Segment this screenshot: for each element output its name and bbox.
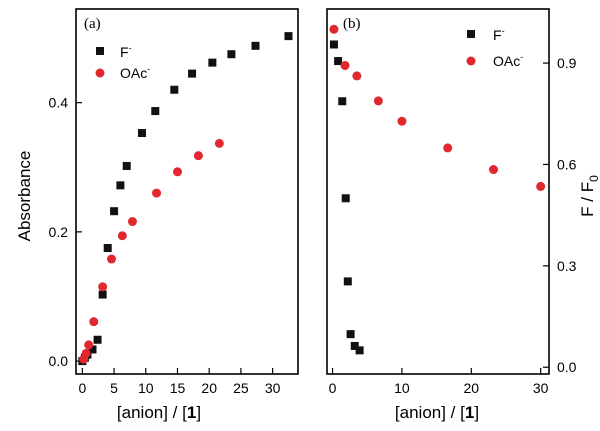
panel-b-legend: F- OAc- bbox=[466, 26, 523, 69]
panel-b-y-tick-label: 0.0 bbox=[557, 359, 577, 375]
panel-a-point-f bbox=[170, 85, 179, 94]
panel-a-point-f bbox=[103, 244, 112, 253]
panel-a-point-f bbox=[137, 129, 146, 138]
panel-a-x-axis-label: [anion] / [1] bbox=[117, 403, 201, 422]
panel-a-x-tick-label: 0 bbox=[78, 380, 86, 396]
panel-a-x-tick-label: 30 bbox=[265, 380, 281, 396]
panel-a-point-oac bbox=[172, 167, 182, 177]
panel-a-x-tick-label: 25 bbox=[233, 380, 249, 396]
panel-a-legend-label-oac: OAc- bbox=[120, 64, 150, 81]
panel-a-point-f bbox=[151, 107, 160, 116]
panel-a: (a) Absorbance [anion] / [1] 0 5 10 15 20 25 3… bbox=[15, 8, 299, 422]
panel-a-legend-marker-f bbox=[96, 47, 104, 55]
panel-b-point-f bbox=[334, 57, 343, 66]
panel-a-point-f bbox=[98, 290, 107, 299]
panel-a-point-f bbox=[93, 335, 102, 344]
panel-a-point-f bbox=[122, 161, 131, 170]
panel-b-x-axis-label: [anion] / [1] bbox=[395, 403, 479, 422]
panel-a-x-label-prefix: [anion] / [ bbox=[117, 403, 187, 422]
panel-b-point-oac bbox=[373, 96, 383, 106]
panel-b-point-f bbox=[338, 97, 347, 106]
panel-a-legend-marker-oac bbox=[95, 68, 105, 78]
panel-a-point-oac bbox=[81, 348, 91, 358]
panel-a-point-f bbox=[88, 345, 97, 354]
panel-a-y-axis-label: Absorbance bbox=[15, 151, 34, 242]
panel-a-x-tick-label: 10 bbox=[138, 380, 154, 396]
panel-a-point-oac bbox=[89, 317, 99, 327]
panel-a-point-f bbox=[284, 32, 293, 41]
panel-b-point-f bbox=[341, 194, 350, 203]
panel-b-marks bbox=[329, 24, 546, 355]
panel-b-x-tick-label: 10 bbox=[394, 380, 410, 396]
panel-a-x-tick-label: 5 bbox=[110, 380, 118, 396]
panel-a-x-tick-label: 15 bbox=[170, 380, 186, 396]
panel-a-point-oac bbox=[98, 282, 108, 292]
panel-b-y-tick-label: 0.9 bbox=[557, 55, 577, 71]
panel-a-label: (a) bbox=[84, 16, 101, 32]
panel-b-frame bbox=[326, 8, 550, 375]
panel-b-point-f bbox=[350, 341, 359, 350]
panel-b-point-oac bbox=[443, 143, 453, 153]
panel-b-point-f bbox=[343, 277, 352, 286]
panel-a-point-oac bbox=[127, 217, 137, 227]
panel-a-marks bbox=[78, 32, 293, 366]
panel-b-legend-label-oac: OAc- bbox=[493, 52, 523, 69]
panel-b-legend-marker-f bbox=[467, 30, 475, 38]
panel-b: (b) F / F0 [anion] / [1] 0 10 20 30 0.0 0.3 0.… bbox=[326, 8, 600, 422]
panel-b-x-label-bold: 1 bbox=[465, 403, 474, 422]
panel-a-point-oac bbox=[84, 340, 94, 350]
panel-b-y-axis-label: F / F0 bbox=[578, 175, 600, 217]
panel-a-point-oac bbox=[214, 138, 224, 148]
panel-b-x-tick-label: 20 bbox=[464, 380, 480, 396]
panel-b-x-label-prefix: [anion] / [ bbox=[395, 403, 465, 422]
panel-a-point-oac bbox=[107, 254, 117, 264]
panel-b-legend-label-f: F- bbox=[493, 26, 505, 43]
panel-a-y-tick-label: 0.0 bbox=[49, 353, 69, 369]
panel-b-point-f bbox=[355, 346, 364, 355]
panel-a-x-tick-label: 20 bbox=[201, 380, 217, 396]
panel-a-point-f bbox=[110, 207, 119, 216]
panel-b-y-tick-label: 0.6 bbox=[557, 156, 577, 172]
panel-b-x-label-suffix: ] bbox=[474, 403, 479, 422]
panel-a-legend-label-f: F- bbox=[120, 43, 132, 60]
panel-b-point-oac bbox=[352, 71, 362, 81]
panel-a-x-label-suffix: ] bbox=[196, 403, 201, 422]
panel-a-legend: F- OAc- bbox=[95, 43, 150, 81]
panel-b-point-oac bbox=[489, 165, 498, 175]
panel-a-point-oac bbox=[117, 231, 127, 241]
panel-a-x-label-bold: 1 bbox=[187, 403, 196, 422]
panel-a-point-f bbox=[116, 181, 125, 190]
panel-b-point-oac bbox=[397, 116, 407, 126]
panel-b-y-tick-label: 0.3 bbox=[557, 258, 577, 274]
panel-b-x-tick-label: 0 bbox=[329, 380, 337, 396]
panel-b-label: (b) bbox=[343, 16, 361, 32]
panel-a-point-f bbox=[208, 58, 217, 67]
panel-a-frame bbox=[75, 8, 299, 375]
panel-a-point-f bbox=[188, 69, 197, 78]
panel-b-point-f bbox=[346, 330, 355, 339]
panel-b-point-f bbox=[329, 40, 338, 49]
panel-a-ticks: 0 5 10 15 20 25 30 0.0 0.2 0.4 bbox=[49, 95, 281, 396]
panel-b-ticks: 0 10 20 30 0.0 0.3 0.6 0.9 bbox=[329, 55, 577, 396]
panel-b-legend-marker-oac bbox=[466, 56, 476, 66]
panel-b-point-oac bbox=[340, 60, 350, 70]
panel-b-x-tick-label: 30 bbox=[533, 380, 549, 396]
panel-a-y-tick-label: 0.2 bbox=[49, 224, 69, 240]
panel-a-point-oac bbox=[152, 188, 162, 198]
panel-b-point-oac bbox=[536, 181, 546, 191]
panel-a-point-f bbox=[251, 41, 260, 50]
panel-b-point-oac bbox=[329, 24, 339, 34]
panel-a-point-oac bbox=[193, 151, 203, 161]
panel-a-y-tick-label: 0.4 bbox=[49, 95, 69, 111]
panel-a-point-f bbox=[227, 50, 236, 59]
